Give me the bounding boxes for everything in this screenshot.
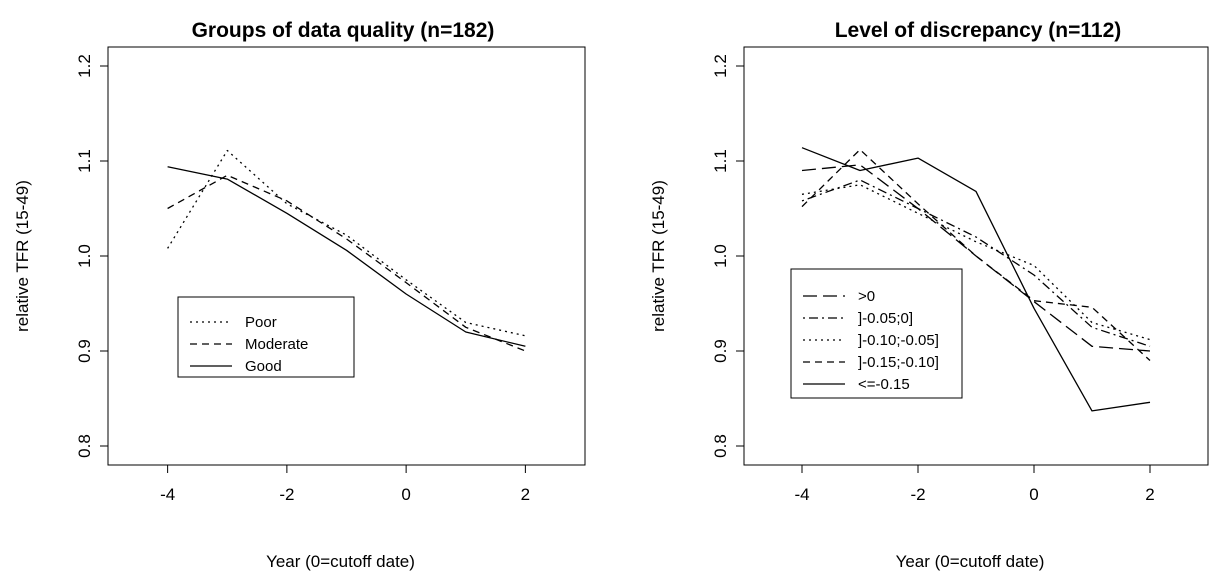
legend-label: ]-0.15;-0.10]: [858, 354, 939, 371]
x-tick-label: 0: [1029, 485, 1038, 504]
y-tick-label: 1.2: [711, 54, 730, 78]
plot-frame: [107, 46, 586, 466]
chart-title: Level of discrepancy (n=112): [835, 19, 1122, 42]
y-tick-label: 1.2: [75, 54, 94, 78]
y-tick-label: 0.9: [711, 339, 730, 363]
legend-box: [790, 268, 963, 399]
series-line-1: [167, 149, 526, 337]
y-tick-label: 0.9: [75, 339, 94, 363]
x-axis-label: Year (0=cutoff date): [266, 552, 415, 571]
x-tick-label: 0: [401, 485, 410, 504]
y-tick-label: 0.8: [75, 434, 94, 458]
series-line-2: [167, 174, 526, 352]
legend-label: >0: [858, 288, 875, 305]
chart-panel-1: Groups of data quality (n=182) -4 -2 0 2 0.8 0…: [13, 19, 586, 571]
series-line-5: [801, 147, 1151, 412]
legend: >0 ]-0.05;0] ]-0.10;-0.05] ]-0.15;-0.10] <=-…: [790, 268, 963, 399]
y-tick-label: 0.8: [711, 434, 730, 458]
x-tick-label: 2: [1145, 485, 1154, 504]
legend: Poor Moderate Good: [177, 296, 355, 378]
y-tick-label: 1.1: [711, 149, 730, 173]
legend-label: Poor: [245, 314, 277, 331]
y-axis-label: relative TFR (15-49): [13, 180, 32, 332]
legend-box: [177, 296, 355, 378]
y-tick-label: 1.1: [75, 149, 94, 173]
y-axis-label: relative TFR (15-49): [649, 180, 668, 332]
legend-label: ]-0.10;-0.05]: [858, 332, 939, 349]
series-line-1: [801, 164, 1151, 352]
chart-title: Groups of data quality (n=182): [192, 19, 495, 42]
x-axis-label: Year (0=cutoff date): [896, 552, 1045, 571]
series-line-3: [167, 166, 526, 347]
chart-panel-2: Level of discrepancy (n=112) -4 -2 0 2 0.8 0.9…: [649, 19, 1209, 571]
series-line-2: [801, 179, 1151, 347]
legend-label: ]-0.05;0]: [858, 310, 913, 327]
x-tick-label: -2: [279, 485, 294, 504]
x-tick-label: -2: [910, 485, 925, 504]
y-tick-label: 1.0: [75, 244, 94, 268]
series-line-3: [801, 184, 1151, 341]
y-tick-label: 1.0: [711, 244, 730, 268]
legend-label: <=-0.15: [858, 376, 910, 393]
x-tick-label: -4: [794, 485, 809, 504]
legend-label: Moderate: [245, 336, 308, 353]
x-tick-label: 2: [521, 485, 530, 504]
x-tick-label: -4: [160, 485, 175, 504]
legend-label: Good: [245, 358, 282, 375]
